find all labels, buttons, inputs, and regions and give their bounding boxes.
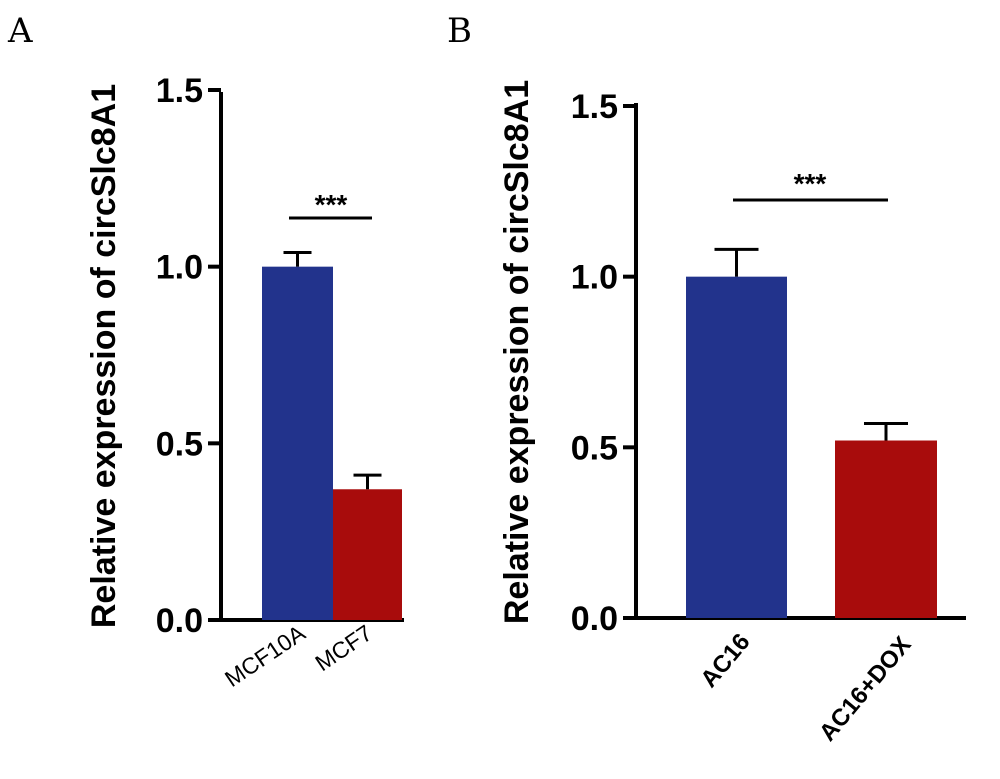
y-tick-label: 0.5	[571, 429, 618, 467]
significance-label-a: ***	[315, 189, 348, 220]
x-tick-label-mcf10a: MCF10A	[220, 619, 310, 692]
significance-label-b: ***	[794, 168, 827, 199]
y-ticks-b: 0.0 0.5 1.0 1.5	[571, 88, 636, 638]
panel-letter-b: B	[447, 11, 472, 51]
y-tick-label: 1.5	[571, 88, 618, 126]
bar-mcf7	[333, 489, 402, 620]
y-axis-label-b: Relative expression of circSlc8A1	[498, 80, 536, 624]
x-tick-labels-b: AC16 AC16+DOX	[695, 629, 916, 747]
significance-a: ***	[289, 189, 372, 220]
bars-b	[686, 277, 937, 618]
y-axis-label-a: Relative expression of circSlc8A1	[85, 84, 123, 628]
x-tick-labels-a: MCF10AMCF7	[220, 619, 377, 692]
panel-b: B Relative expression of circSlc8A1 0.00…	[447, 11, 966, 746]
bar-ac16	[686, 277, 787, 618]
x-tick-label-ac16-dox: AC16+DOX	[814, 632, 917, 747]
y-tick-label: 1.5	[156, 72, 203, 110]
panel-letter-a: A	[7, 11, 33, 51]
bar-ac16-dox	[835, 441, 937, 618]
y-ticks-a: 0.0 0.5 1.0 1.5	[156, 72, 221, 640]
bars-a	[262, 267, 402, 620]
y-tick-label: 0.0	[571, 600, 618, 638]
significance-b: ***	[733, 168, 888, 200]
x-tick-label-mcf7: MCF7	[310, 620, 376, 677]
panel-a: A Relative expression of circSlc8A1 0.00…	[7, 11, 404, 692]
y-tick-label: 1.0	[156, 249, 203, 287]
y-tick-label: 1.0	[571, 259, 618, 297]
y-tick-label: 0.5	[156, 425, 203, 463]
y-tick-label: 0.0	[156, 602, 203, 640]
x-tick-label-ac16: AC16	[695, 629, 755, 693]
bar-mcf10a	[262, 267, 333, 620]
figure: A Relative expression of circSlc8A1 0.00…	[0, 0, 1000, 779]
